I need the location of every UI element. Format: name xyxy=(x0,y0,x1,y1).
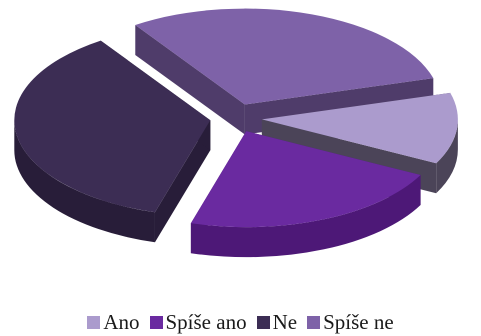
pie-slice-ne-side xyxy=(14,120,155,243)
pie-slice-spise-ne-cut-face-start xyxy=(135,24,245,135)
pie-slice-ne xyxy=(14,40,211,243)
legend-swatch-ne xyxy=(256,315,270,329)
pie-slice-spise-ano xyxy=(190,131,421,258)
legend-item-ne: Ne xyxy=(256,309,298,335)
legend-label-spise-ne: Spíše ne xyxy=(323,309,394,334)
pie-slice-ano-side xyxy=(436,119,458,194)
pie-slice-ano-top xyxy=(261,92,458,164)
pie-slice-ne-top xyxy=(14,40,211,213)
legend-label-spise-ano: Spíše ano xyxy=(165,309,247,334)
pie-slice-spise-ano-side xyxy=(190,175,421,258)
legend-item-ano: Ano xyxy=(87,309,140,335)
legend-item-spise-ne: Spíše ne xyxy=(307,310,394,335)
legend-swatch-spise-ano xyxy=(149,315,163,329)
pie-slice-spise-ne-top xyxy=(135,8,434,105)
legend-label-ne: Ne xyxy=(272,309,298,334)
pie-slice-ne-cut-face-start xyxy=(154,120,211,243)
pie-slices xyxy=(14,8,458,258)
legend-label-ano: Ano xyxy=(103,309,140,334)
legend-swatch-ano xyxy=(87,315,101,329)
chart-legend: Ano Spíše ano Ne Spíše ne xyxy=(0,309,481,335)
pie-slice-spise-ano-top xyxy=(190,131,421,228)
legend-item-spise-ano: Spíše ano xyxy=(149,309,247,335)
legend-swatch-spise-ne xyxy=(307,315,321,329)
